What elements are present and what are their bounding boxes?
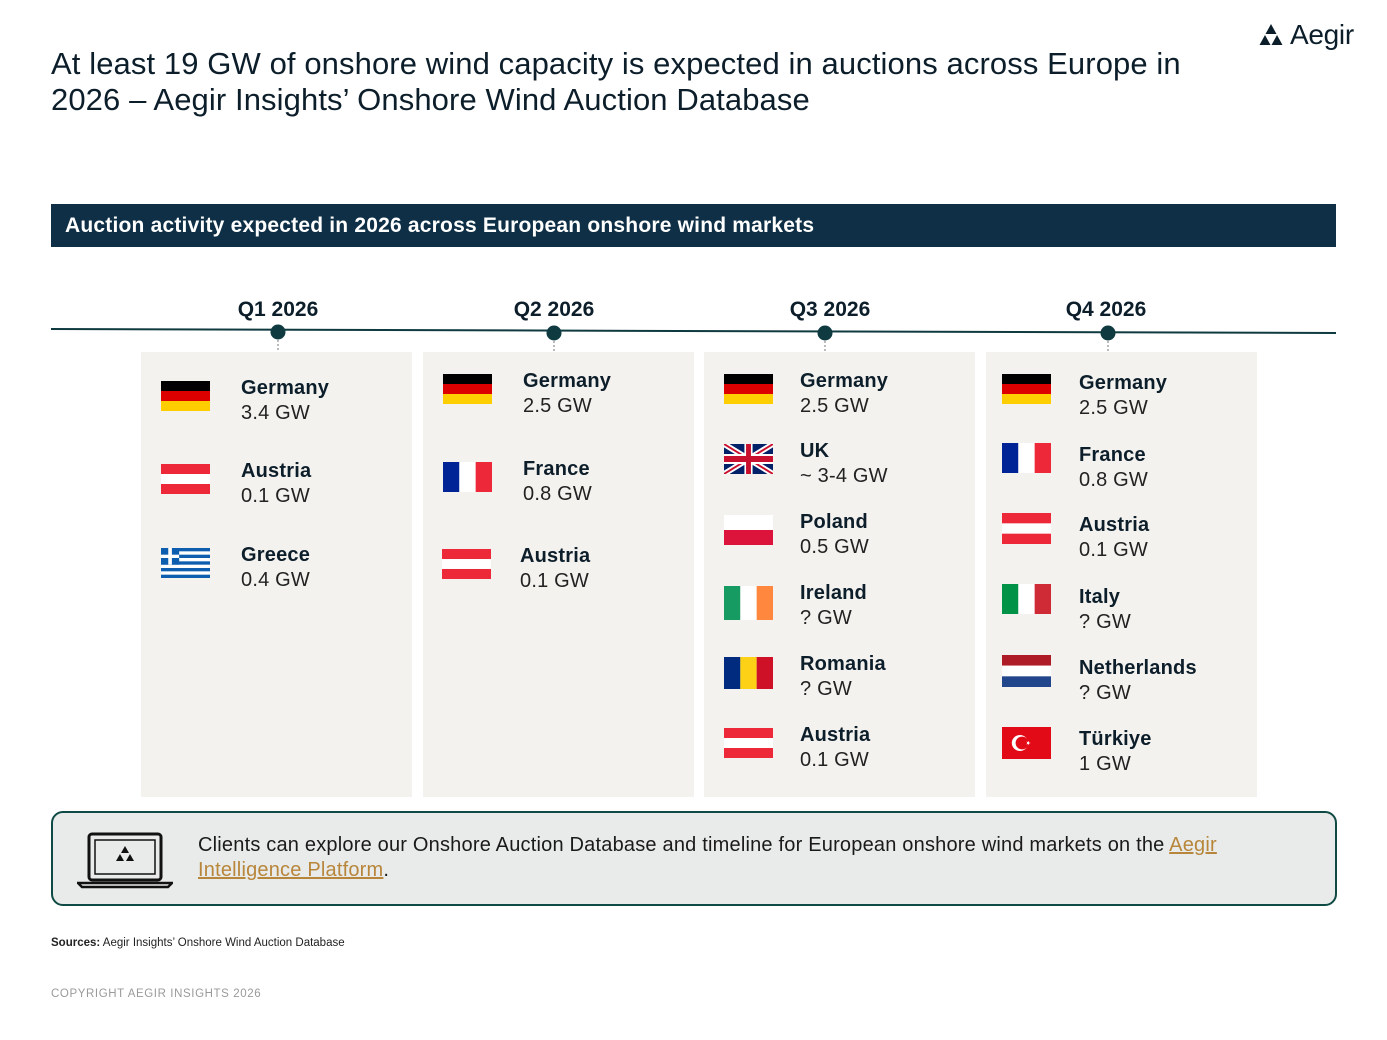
capacity-value: ? GW (800, 678, 852, 700)
capacity-value: 2.5 GW (523, 395, 592, 417)
capacity-value: ? GW (1079, 682, 1131, 704)
country-name: Austria (241, 460, 312, 482)
country-name: UK (800, 440, 830, 462)
country-name: Türkiye (1079, 728, 1152, 750)
capacity-value: ? GW (800, 607, 852, 629)
country-name: Italy (1079, 586, 1121, 608)
country-name: Greece (241, 544, 311, 566)
austria-flag-icon (1002, 513, 1051, 544)
country-name: Germany (1079, 372, 1168, 394)
timeline-dot-q3 (817, 325, 833, 341)
ireland-flag-icon (724, 586, 773, 620)
quarter-label-q2: Q2 2026 (513, 298, 595, 321)
country-name: Germany (800, 370, 889, 392)
uk-flag-icon (724, 444, 773, 474)
quarter-panel-q2: Germany 2.5 GW France 0.8 GW Austria 0.1… (423, 352, 694, 797)
quarter-panel-q3: Germany 2.5 GW UK ~ 3-4 GW Poland 0.5 GW… (704, 352, 975, 797)
quarter-panel-q1: Germany 3.4 GW Austria 0.1 GW Greece 0.4… (141, 352, 412, 797)
austria-flag-icon (442, 549, 491, 579)
page-title: At least 19 GW of onshore wind capacity … (51, 46, 1181, 117)
capacity-value: 1 GW (1079, 753, 1131, 775)
quarter-label-q1: Q1 2026 (237, 298, 319, 321)
austria-flag-icon (724, 728, 773, 758)
capacity-value: 0.8 GW (1079, 469, 1148, 491)
capacity-value: ~ 3-4 GW (800, 465, 888, 487)
platform-callout: Clients can explore our Onshore Auction … (51, 811, 1337, 906)
germany-flag-icon (1002, 374, 1051, 404)
netherlands-flag-icon (1002, 655, 1051, 687)
country-name: France (523, 458, 590, 480)
country-name: Austria (800, 724, 871, 746)
country-name: Germany (241, 377, 330, 399)
capacity-value: 0.1 GW (800, 749, 869, 771)
sources-text: Aegir Insights’ Onshore Wind Auction Dat… (100, 937, 345, 949)
romania-flag-icon (724, 657, 773, 689)
quarter-panel-q4: Germany 2.5 GW France 0.8 GW Austria 0.1… (986, 352, 1257, 797)
capacity-value: 0.4 GW (241, 569, 310, 591)
timeline: Q1 2026 Q2 2026 Q3 2026 Q4 2026 (0, 280, 1387, 370)
germany-flag-icon (724, 374, 773, 404)
capacity-value: 0.1 GW (520, 570, 589, 592)
turkey-flag-icon (1002, 727, 1051, 759)
quarter-label-q4: Q4 2026 (1065, 298, 1147, 321)
sources-label: Sources: (51, 937, 101, 949)
logo-text: Aegir (1290, 19, 1354, 50)
capacity-value: 2.5 GW (1079, 397, 1148, 419)
capacity-value: 0.8 GW (523, 483, 592, 505)
italy-flag-icon (1002, 584, 1051, 614)
poland-flag-icon (724, 515, 773, 545)
country-name: France (1079, 444, 1146, 466)
capacity-value: 0.1 GW (241, 485, 310, 507)
timeline-dot-q4 (1100, 325, 1116, 341)
france-flag-icon (1002, 443, 1051, 473)
country-name: Netherlands (1079, 657, 1197, 679)
timeline-dot-q1 (270, 324, 286, 340)
country-name: Austria (520, 545, 591, 567)
greece-flag-icon (161, 548, 210, 578)
section-banner: Auction activity expected in 2026 across… (51, 204, 1336, 247)
capacity-value: 3.4 GW (241, 402, 310, 424)
capacity-value: 0.5 GW (800, 536, 869, 558)
laptop-icon (77, 832, 173, 889)
timeline-dot-q2 (546, 325, 562, 341)
country-name: Ireland (800, 582, 867, 604)
germany-flag-icon (161, 381, 210, 411)
sources-note: Sources: Aegir Insights’ Onshore Wind Au… (51, 937, 345, 949)
country-name: Poland (800, 511, 868, 533)
country-name: Germany (523, 370, 612, 392)
france-flag-icon (443, 462, 492, 492)
callout-text-after: . (383, 859, 390, 881)
germany-flag-icon (443, 374, 492, 404)
triangle-cluster-icon (1259, 24, 1283, 45)
quarter-label-q3: Q3 2026 (789, 298, 871, 321)
aegir-logo[interactable]: Aegir (1259, 18, 1354, 52)
copyright-notice: COPYRIGHT AEGIR INSIGHTS 2026 (51, 988, 262, 1000)
platform-link[interactable]: Aegir Intelligence Platform (198, 834, 1217, 881)
country-name: Austria (1079, 514, 1150, 536)
callout-text-before: Clients can explore our Onshore Auction … (198, 834, 1170, 856)
capacity-value: 2.5 GW (800, 395, 869, 417)
country-name: Romania (800, 653, 886, 675)
capacity-value: 0.1 GW (1079, 539, 1148, 561)
capacity-value: ? GW (1079, 611, 1131, 633)
callout-text: Clients can explore our Onshore Auction … (198, 833, 1298, 883)
austria-flag-icon (161, 464, 210, 494)
